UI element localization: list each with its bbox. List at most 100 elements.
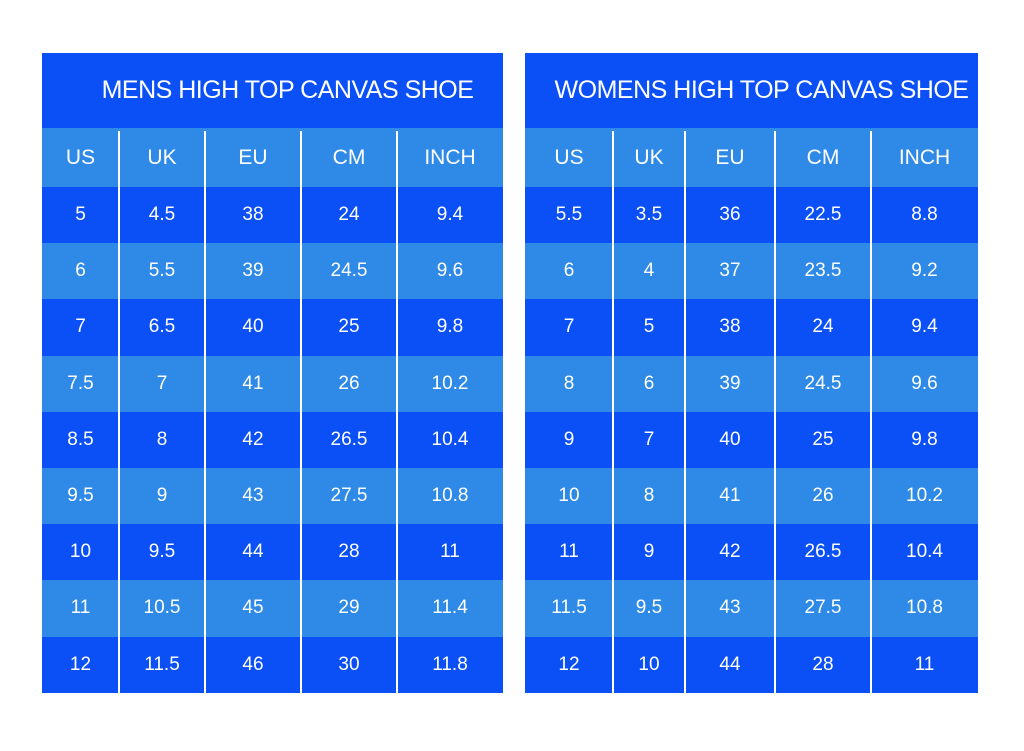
table-cell: 10.5 [143,597,181,619]
table-cell: 7 [75,316,86,338]
table-cell: 45 [242,597,264,619]
table-cell: 12 [558,653,580,675]
table-cell: 43 [242,485,264,507]
table-cell: 9.6 [911,372,938,394]
table-cell: 6 [563,260,575,282]
table-cell: 41 [242,372,264,394]
table-cell: 41 [719,485,741,507]
table-cell: 44 [242,541,264,563]
table-cell: 25 [812,428,834,450]
column-divider [118,131,120,693]
table-cell: 12 [69,653,92,675]
column-header: US [65,145,96,169]
table-cell: 26.5 [330,428,368,450]
table-cell: 39 [242,260,264,282]
table-cell: 3.5 [635,204,663,226]
table-cell: 11 [70,597,91,619]
row-bg [525,524,978,581]
row-bg [525,580,978,637]
table-cell: 7 [563,316,575,338]
table-cell: 44 [719,653,741,675]
table-cell: 4 [643,260,655,282]
table-cell: 6 [643,372,655,394]
row-bg [525,187,978,244]
column-divider [300,131,302,693]
table-cell: 9 [643,541,655,563]
table-cell: 29 [338,597,360,619]
table-cell: 28 [812,653,834,675]
column-divider [684,131,686,693]
table-cell: 9.8 [911,428,938,450]
table-cell: 24.5 [804,372,842,394]
table-cell: 10.8 [906,597,943,619]
column-header: UK [147,145,177,169]
row-bg [525,299,978,356]
table-cell: 8.8 [911,204,938,226]
size-table: MENS HIGH TOP CANVAS SHOE US UK EU CM INCH 5 4.… [42,53,503,693]
table-cell: 24 [338,204,360,226]
row-bg [525,243,978,300]
table-cell: 6.5 [148,316,176,338]
row-bg [525,411,978,468]
table-cell: 43 [719,597,741,619]
table-cell: 38 [242,204,264,226]
table-cell: 8 [156,428,168,450]
table-cell: 5.5 [148,260,176,282]
table-cell: 42 [242,428,264,450]
table-cell: 22.5 [804,204,842,226]
table-cell: 11 [914,653,935,675]
table-cell: 46 [242,653,264,675]
table-cell: 10 [638,653,660,675]
table-cell: 5.5 [555,204,583,226]
table-cell: 11.5 [144,653,180,675]
table-cell: 8 [643,485,655,507]
table-cell: 26 [338,372,360,394]
size-table: WOMENS HIGH TOP CANVAS SHOE US UK EU CM INCH 5… [525,53,978,693]
table-cell: 10 [558,485,580,507]
table-cell: 9.4 [436,204,464,226]
table-cell: 11.5 [551,597,587,619]
table-cell: 5 [643,316,655,338]
row-bg [525,468,978,525]
table-cell: 42 [719,541,741,563]
table-cell: 9 [156,485,168,507]
table-cell: 10.8 [431,485,469,507]
table-cell: 39 [719,372,741,394]
table-title: MENS HIGH TOP CANVAS SHOE [42,53,503,128]
table-cell: 24 [812,316,834,338]
table-title: WOMENS HIGH TOP CANVAS SHOE [525,53,978,128]
table-cell: 9.5 [148,541,176,563]
row-bg [525,355,978,412]
table-cell: 6 [75,260,86,282]
row-bg [525,636,978,693]
table-cell: 9.6 [436,260,464,282]
table-cell: 7.5 [67,372,94,394]
table-cell: 40 [242,316,264,338]
table-cell: 30 [338,653,360,675]
table-cell: 8 [563,372,575,394]
column-divider [774,131,776,693]
column-header: CM [332,145,366,169]
table-cell: 10.4 [906,541,943,563]
table-cell: 11.8 [432,653,468,675]
column-header: INCH [898,145,951,169]
table-cell: 24.5 [330,260,368,282]
table-cell: 23.5 [804,260,842,282]
table-cell: 27.5 [330,485,368,507]
table-cell: 9.8 [436,316,464,338]
table-cell: 8.5 [67,428,94,450]
table-cell: 10.2 [431,372,469,394]
column-header: EU [715,145,745,169]
table-cell: 9.5 [635,597,663,619]
column-header: INCH [424,145,476,169]
table-cell: 4.5 [148,204,176,226]
column-divider [612,131,614,693]
table-cell: 9.4 [911,316,938,338]
table-cell: 10.4 [431,428,469,450]
table-cell: 10.2 [906,485,943,507]
table-cell: 7 [156,372,168,394]
table-cell: 38 [719,316,741,338]
column-header: CM [806,145,840,169]
table-cell: 40 [719,428,741,450]
